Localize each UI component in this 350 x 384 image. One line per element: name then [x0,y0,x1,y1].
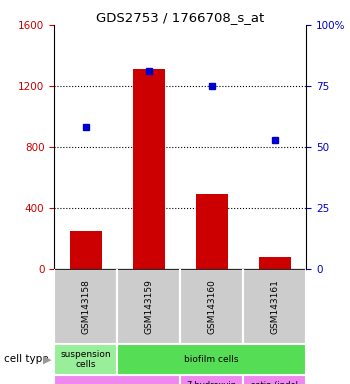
Text: GSM143159: GSM143159 [144,279,153,334]
Text: GSM143158: GSM143158 [81,279,90,334]
Bar [243,269,306,344]
Bar [196,194,228,269]
Text: GSM143161: GSM143161 [270,279,279,334]
Bar [243,375,306,384]
Bar [180,269,243,344]
Bar [180,375,243,384]
Bar [54,375,180,384]
Bar [259,257,290,269]
Text: GSM143160: GSM143160 [207,279,216,334]
Text: satin (indol
e-2,3-dione): satin (indol e-2,3-dione) [249,381,300,384]
Text: cell type: cell type [4,354,48,364]
Bar [117,269,180,344]
Bar [117,344,306,375]
Bar [133,69,164,269]
Text: ▶: ▶ [43,354,51,364]
Title: GDS2753 / 1766708_s_at: GDS2753 / 1766708_s_at [96,11,264,24]
Bar [70,231,101,269]
Bar [54,344,117,375]
Text: biofilm cells: biofilm cells [184,355,239,364]
Text: 7-hydroxyin
dole: 7-hydroxyin dole [187,381,237,384]
Text: suspension
cells: suspension cells [61,350,111,369]
Bar [54,269,117,344]
